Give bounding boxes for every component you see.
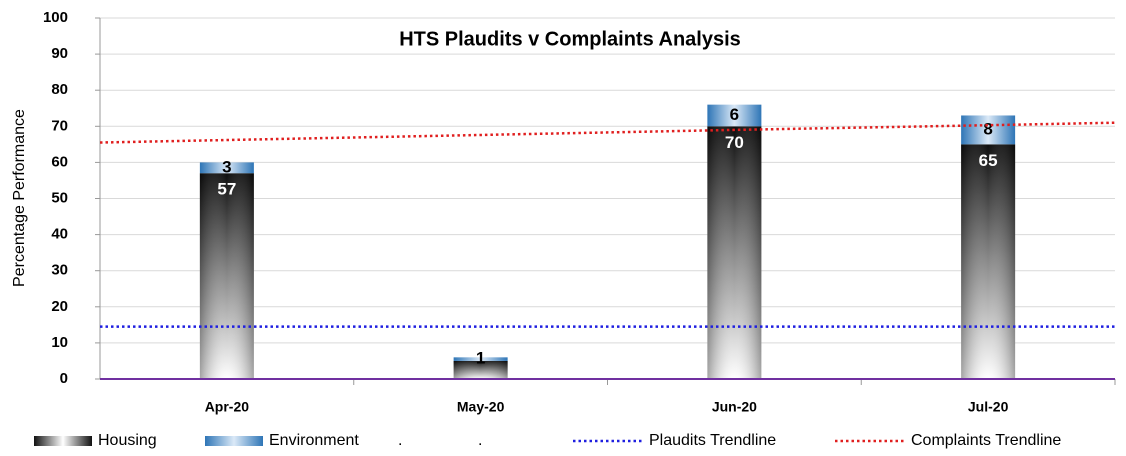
legend-swatch [205,436,263,446]
y-axis-label: Percentage Performance [11,109,28,287]
bar-shade [453,360,508,379]
legend-label: Environment [269,432,359,449]
y-tick-label: 40 [51,226,68,243]
data-label: 3 [222,157,231,176]
bar-segment [199,162,254,174]
y-tick-label: 90 [51,45,68,62]
y-tick-label: 0 [60,370,68,387]
legend-label: Complaints Trendline [911,432,1061,449]
legend-label: . [398,432,402,449]
legend-label: . [478,432,482,449]
y-tick-label: 60 [51,153,68,170]
chart-title: HTS Plaudits v Complaints Analysis [399,28,741,50]
bar-shade [199,173,254,379]
x-tick-label: Apr-20 [205,399,250,415]
data-label: 8 [983,119,992,138]
x-tick-label: Jul-20 [968,399,1009,415]
data-label: 6 [730,105,739,124]
x-tick-label: May-20 [457,399,505,415]
data-label: 65 [979,151,998,170]
data-label: 1 [476,349,485,368]
y-tick-label: 70 [51,117,68,134]
bar-segment [707,104,762,127]
bar-segment [453,357,508,361]
legend-label: Housing [98,432,157,449]
trendline [99,121,1116,144]
data-label: 57 [217,180,236,199]
bar-shade [961,144,1016,379]
y-tick-label: 10 [51,334,68,351]
data-label: 70 [725,133,744,152]
y-tick-label: 20 [51,298,68,315]
legend-label: Plaudits Trendline [649,432,776,449]
y-tick-label: 100 [43,9,68,26]
bar-segment [961,115,1016,145]
x-tick-label: Jun-20 [712,399,757,415]
y-tick-label: 80 [51,81,68,98]
bar-shade [707,126,762,379]
y-tick-label: 50 [51,189,68,206]
legend-swatch [34,436,92,446]
y-tick-label: 30 [51,262,68,279]
